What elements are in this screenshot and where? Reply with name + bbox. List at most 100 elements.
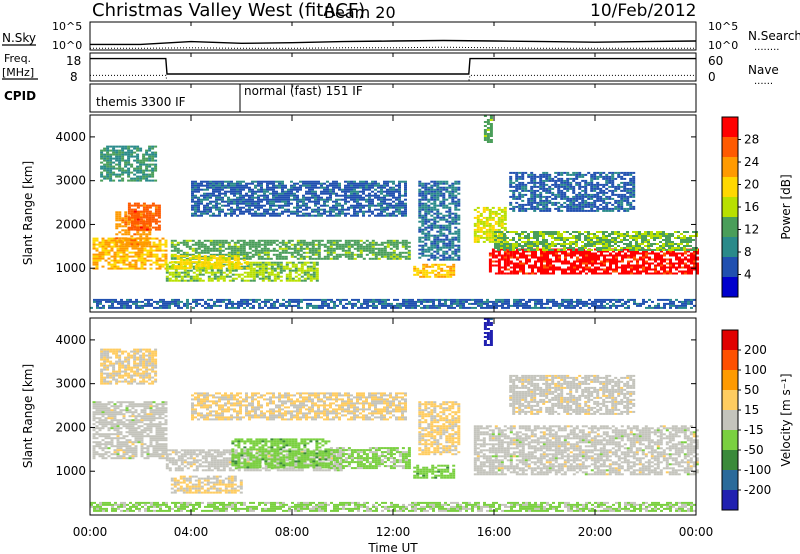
echo-cell: [207, 277, 211, 280]
echo-cell: [693, 266, 696, 269]
echo-cell: [359, 180, 362, 183]
echo-cell: [136, 216, 140, 219]
echo-region: [191, 180, 407, 217]
echo-cell: [212, 265, 216, 268]
echo-cell: [127, 159, 131, 162]
echo-cell: [192, 277, 196, 280]
echo-cell: [680, 241, 683, 243]
echo-cell: [239, 196, 242, 199]
echo-cell: [660, 254, 663, 257]
echo-cell: [563, 201, 567, 204]
echo-cell: [434, 263, 438, 266]
echo-cell: [651, 272, 654, 275]
echo-cell: [534, 250, 537, 253]
echo-cell: [436, 184, 440, 187]
echo-cell: [255, 269, 259, 272]
echo-cell: [185, 245, 189, 248]
echo-cell: [528, 260, 531, 263]
echo-cell: [161, 259, 165, 262]
echo-cell: [611, 245, 614, 247]
echo-cell: [427, 250, 431, 253]
echo-cell: [106, 161, 110, 164]
echo-cell: [200, 263, 204, 266]
echo-cell: [302, 212, 305, 215]
echo-cell: [585, 254, 588, 257]
echo-cell: [448, 244, 452, 247]
echo-cell: [155, 245, 159, 248]
echo-cell: [576, 260, 579, 263]
echo-cell: [133, 226, 137, 229]
echo-cell: [383, 198, 386, 201]
echo-cell: [548, 177, 552, 180]
echo-cell: [115, 233, 119, 236]
echo-cell: [635, 235, 638, 237]
echo-cell: [157, 226, 161, 229]
echo-cell: [353, 239, 357, 242]
echo-cell: [95, 243, 99, 246]
echo-cell: [170, 257, 174, 260]
echo-cell: [509, 179, 513, 182]
echo-cell: [398, 200, 401, 203]
echo-cell: [692, 239, 695, 241]
echo-cell: [540, 262, 543, 265]
echo-cell: [242, 186, 245, 189]
echo-cell: [434, 275, 438, 278]
echo-cell: [173, 257, 177, 260]
echo-cell: [389, 239, 393, 242]
echo-cell: [133, 147, 137, 150]
echo-cell: [121, 217, 125, 220]
echo-cell: [245, 261, 249, 264]
echo-cell: [148, 227, 152, 230]
echo-cell: [290, 253, 294, 256]
echo-cell: [151, 175, 155, 178]
echo-cell: [257, 194, 260, 197]
echo-cell: [392, 249, 396, 252]
echo-cell: [506, 248, 510, 251]
echo-cell: [239, 249, 243, 252]
echo-cell: [416, 273, 420, 276]
echo-cell: [255, 273, 259, 276]
echo-cell: [221, 241, 225, 244]
echo-cell: [239, 251, 243, 254]
echo-cell: [305, 196, 308, 199]
echo-cell: [344, 255, 348, 258]
echo-cell: [182, 261, 186, 264]
echo-cell: [186, 271, 190, 274]
echo-cell: [579, 262, 582, 265]
echo-cell: [599, 231, 602, 233]
echo-cell: [224, 261, 228, 264]
echo-cell: [133, 243, 137, 246]
echo-cell: [555, 256, 558, 259]
echo-cell: [404, 206, 407, 209]
echo-cell: [269, 202, 272, 205]
echo-cell: [158, 259, 162, 262]
echo-cell: [395, 190, 398, 193]
echo-cell: [395, 243, 399, 246]
date-label: 10/Feb/2012: [590, 1, 696, 21]
echo-cell: [296, 214, 299, 217]
echo-cell: [439, 240, 443, 243]
echo-cell: [581, 205, 585, 208]
echo-cell: [632, 235, 635, 237]
echo-cell: [338, 186, 341, 189]
echo-cell: [115, 245, 119, 248]
echo-cell: [659, 249, 662, 251]
echo-cell: [482, 240, 486, 243]
echo-cell: [451, 250, 455, 253]
echo-cell: [647, 239, 650, 241]
echo-cell: [227, 245, 231, 248]
echo-cell: [401, 180, 404, 183]
echo-cell: [113, 259, 117, 262]
echo-cell: [230, 263, 234, 266]
echo-cell: [207, 279, 211, 282]
echo-cell: [389, 212, 392, 215]
echo-cell: [260, 239, 264, 242]
echo-cell: [581, 197, 585, 200]
echo-cell: [454, 204, 458, 207]
echo-cell: [430, 180, 434, 183]
echo-cell: [421, 254, 425, 257]
echo-cell: [690, 260, 693, 263]
echo-cell: [130, 153, 134, 156]
echo-cell: [227, 265, 231, 268]
echo-cell: [491, 230, 495, 233]
